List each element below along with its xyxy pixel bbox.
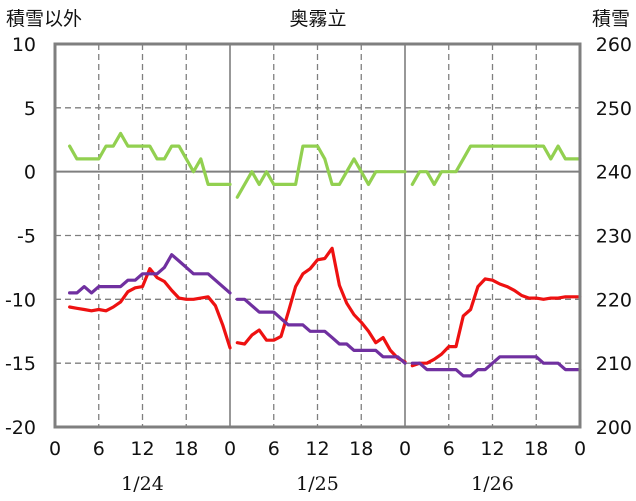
left-tick-label: -10 [5,289,36,311]
green-series-line [235,144,407,199]
x-tick-label: 0 [224,438,236,460]
right-axis-label: 積雪 [592,8,630,30]
x-tick-label: 6 [268,438,280,460]
x-tick-label: 12 [305,438,329,460]
left-tick-label: 5 [24,98,36,120]
axis-layer: 10 5 0 -5 -10 -15 -20 260 250 240 230 220 210 200 0 6 12… [5,34,632,495]
green-series-line [67,131,232,186]
left-tick-label: -20 [5,417,36,439]
purple-series-line [410,355,582,378]
series-layer [67,131,582,378]
left-axis-label: 積雪以外 [6,8,82,30]
x-tick-label: 18 [524,438,548,460]
purple-series-line [235,297,407,365]
x-tick-label: 18 [349,438,373,460]
x-tick-label: 6 [93,438,105,460]
grid-layer [55,44,580,427]
right-tick-label: 230 [596,226,632,248]
right-tick-label: 220 [596,289,632,311]
red-series-line [235,246,407,364]
right-tick-label: 210 [596,353,632,375]
red-series-line [67,267,232,350]
x-tick-label: 0 [574,438,586,460]
x-tick-label: 12 [480,438,504,460]
left-tick-label: 10 [12,34,36,56]
red-series-line [410,277,582,368]
purple-series-line [67,253,232,295]
plot-frame [53,42,582,429]
right-tick-label: 250 [596,98,632,120]
x-tick-label: 12 [130,438,154,460]
left-tick-label: -15 [5,353,36,375]
x-tick-label: 0 [399,438,411,460]
right-tick-label: 260 [596,34,632,56]
right-tick-label: 240 [596,162,632,184]
green-series-line [410,144,582,186]
date-label: 1/26 [471,473,514,495]
chart-title: 奥霧立 [289,8,346,30]
date-label: 1/24 [121,473,164,495]
x-tick-label: 18 [174,438,198,460]
date-label: 1/25 [296,473,339,495]
left-tick-label: -5 [17,226,36,248]
x-tick-label: 0 [49,438,61,460]
left-tick-label: 0 [24,162,36,184]
x-tick-label: 6 [443,438,455,460]
right-tick-label: 200 [596,417,632,439]
